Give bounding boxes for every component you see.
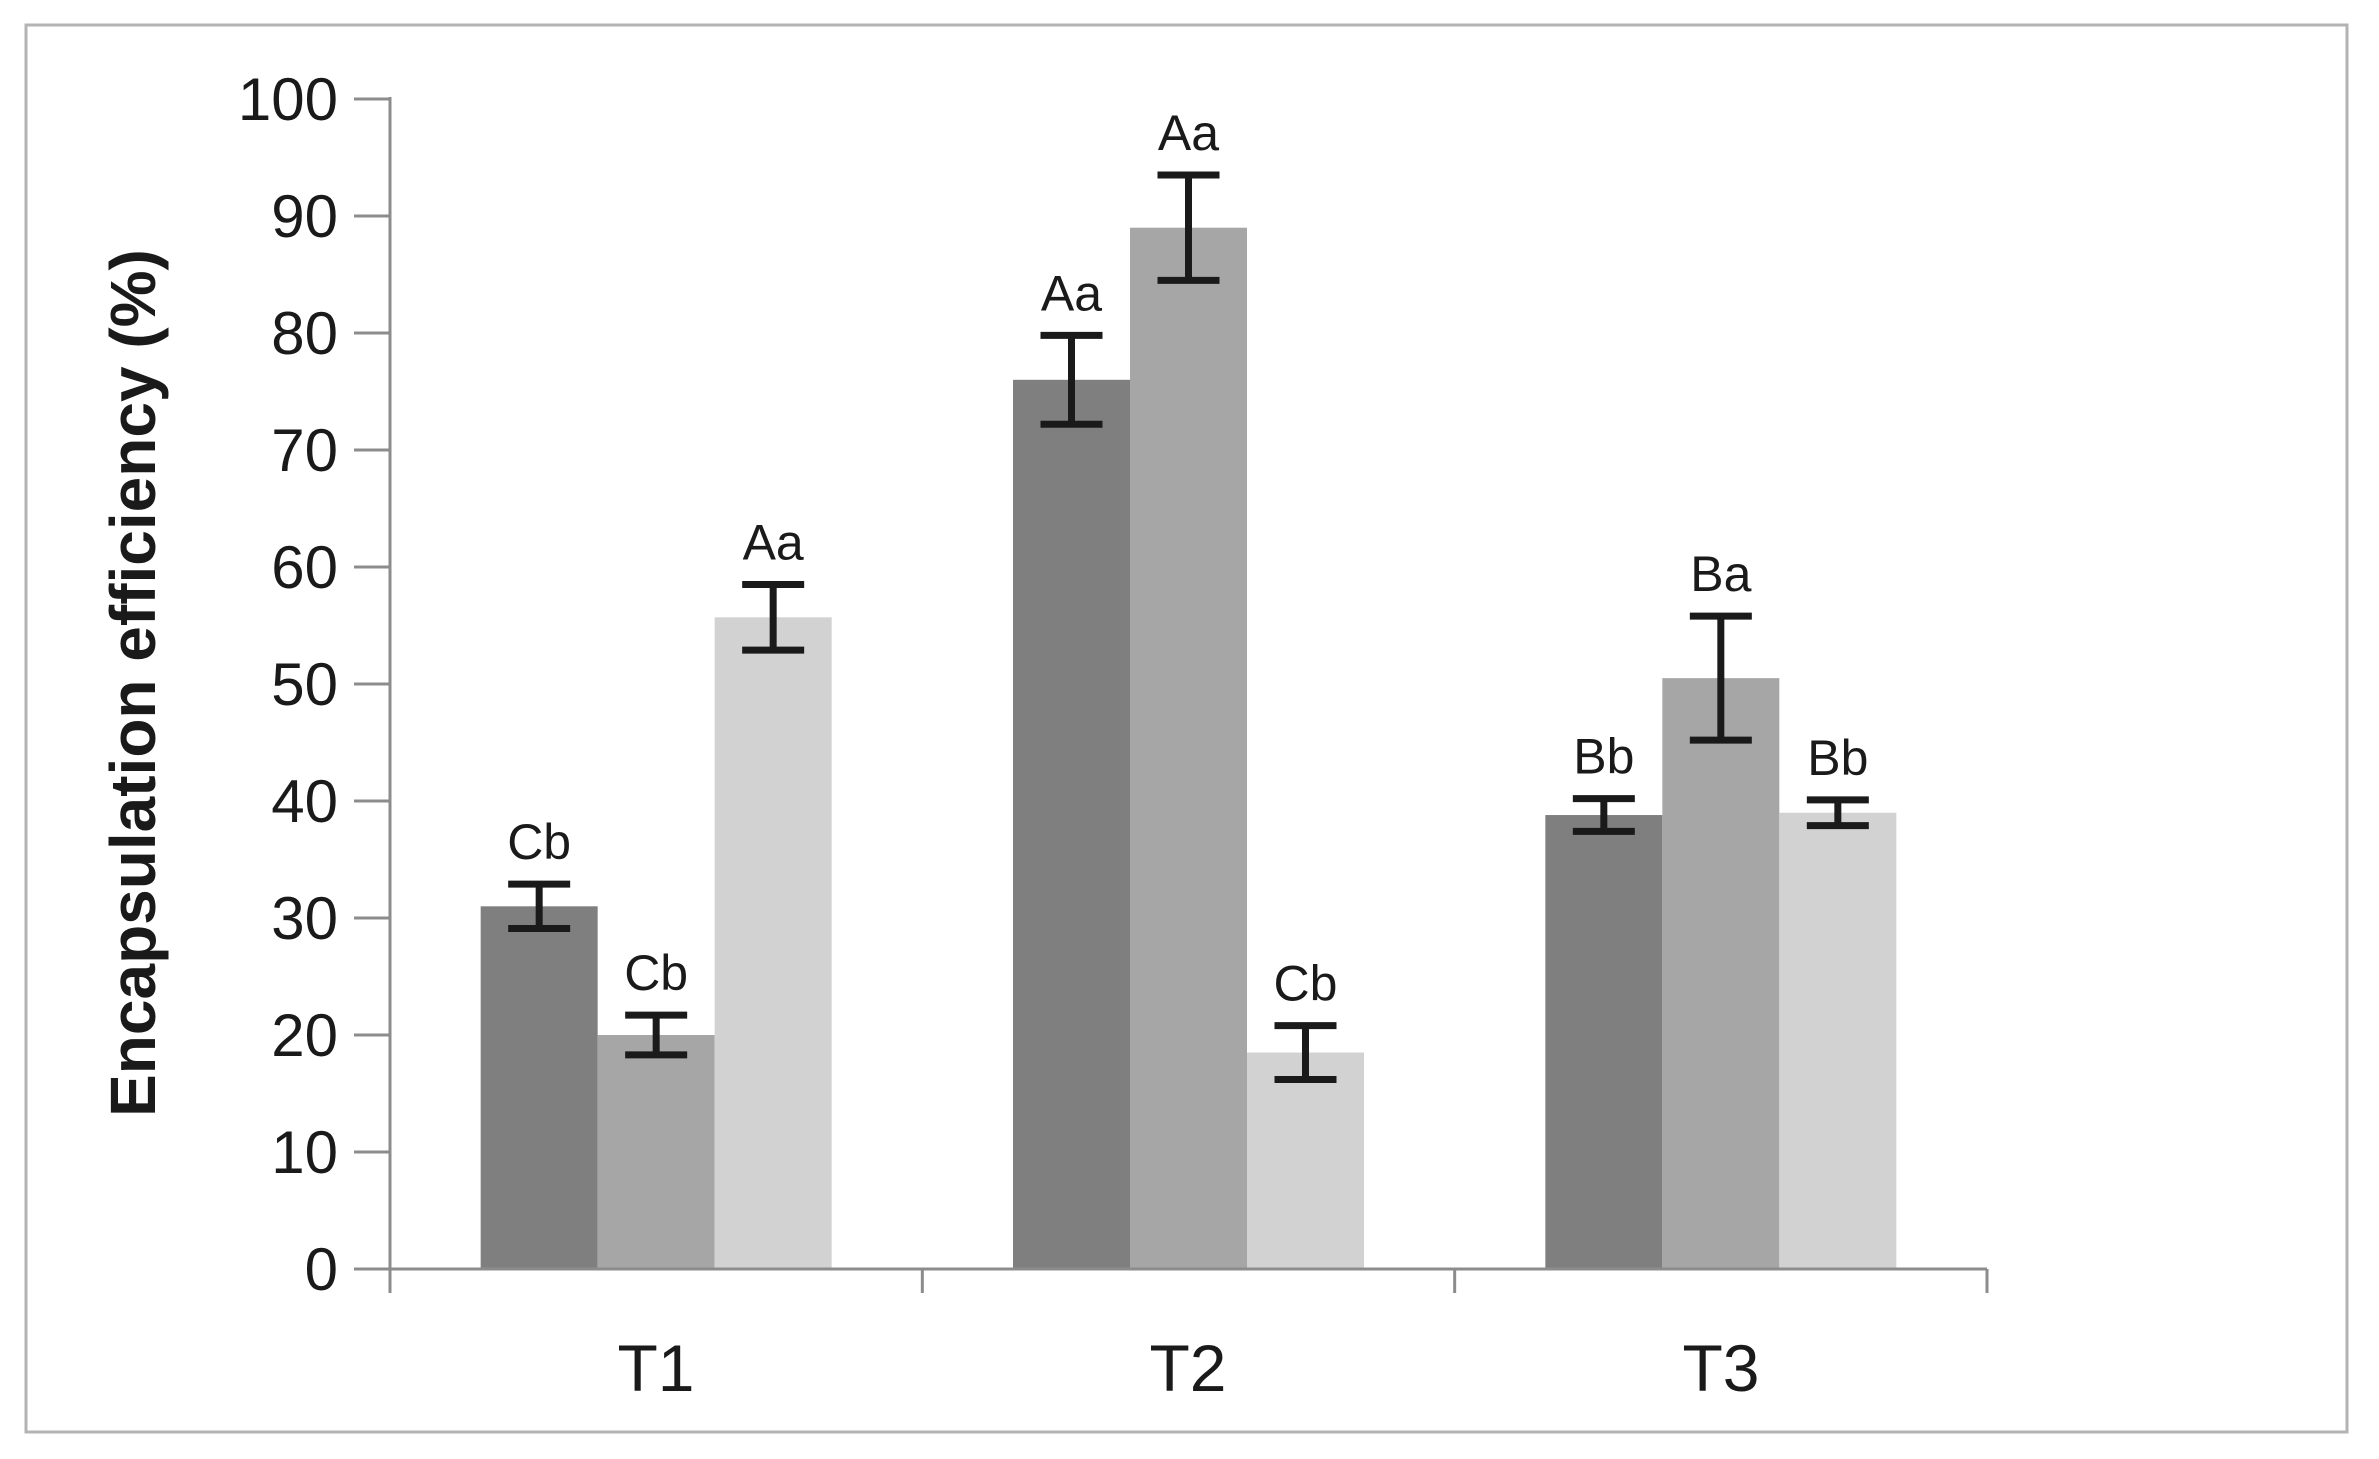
y-tick-label-0: 0 [305,1236,338,1303]
bar-T2-series-medium [1130,227,1247,1270]
x-category-label-t3: T3 [1682,1331,1759,1405]
y-tick-label-90: 90 [271,183,338,250]
y-tick-label-30: 30 [271,885,338,952]
sig-label-T1-series-medium: Cb [624,945,688,1001]
sig-label-T2-series-medium: Aa [1158,105,1219,161]
sig-label-T1-series-dark: Cb [507,814,571,870]
bar-T1-series-medium [597,1035,715,1269]
bar-T3-series-light [1779,812,1897,1269]
bar-T2-series-dark [1013,379,1130,1269]
sig-label-T1-series-light: Aa [743,515,804,571]
y-axis-title: Encapsulation efficiency (%) [97,249,169,1117]
sig-label-T2-series-light: Cb [1274,956,1338,1012]
y-tick-label-70: 70 [271,417,338,484]
bar-T3-series-dark [1545,815,1663,1269]
x-category-label-t1: T1 [617,1331,694,1405]
y-tick-label-60: 60 [271,534,338,601]
sig-label-T3-series-medium: Ba [1690,546,1751,602]
plot-area: Cb Aa Bb Cb Aa Ba Aa Cb Bb 0 10 20 30 40 50 60 70 80 90 100 [238,66,1989,1303]
y-tick-label-10: 10 [271,1119,338,1186]
y-tick-label-80: 80 [271,300,338,367]
sig-label-T2-series-dark: Aa [1041,265,1102,321]
figure-border [24,23,2349,1434]
bar-T3-series-medium [1662,678,1780,1269]
y-tick-label-40: 40 [271,768,338,835]
y-tick-label-50: 50 [271,651,338,718]
x-category-label-t2: T2 [1149,1331,1226,1405]
bar-T1-series-dark [480,906,598,1269]
sig-label-T3-series-light: Bb [1807,730,1868,786]
y-tick-label-20: 20 [271,1002,338,1069]
bar-T1-series-light [714,617,832,1269]
sig-label-T3-series-dark: Bb [1573,729,1634,785]
y-tick-label-100: 100 [238,66,338,133]
bar-T2-series-light [1247,1052,1364,1269]
